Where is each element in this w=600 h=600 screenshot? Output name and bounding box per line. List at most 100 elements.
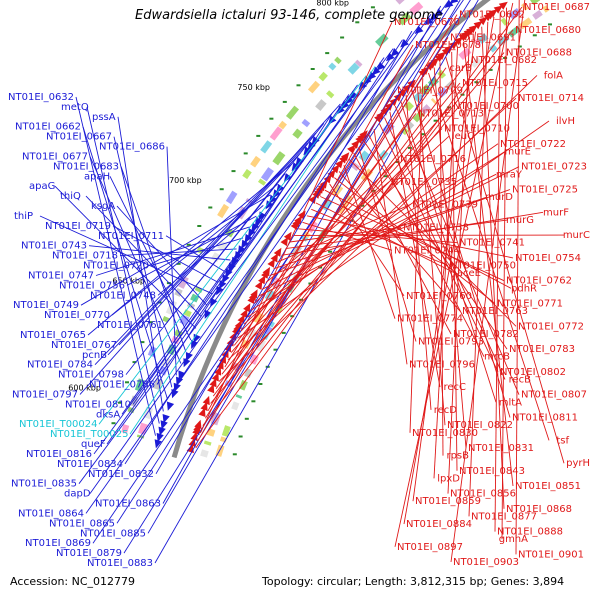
gene-label[interactable]: lpxD bbox=[437, 473, 460, 484]
gene-label[interactable]: murG bbox=[506, 215, 534, 226]
gene-label[interactable]: NT01EI_0680 bbox=[515, 25, 581, 36]
gene-label[interactable]: tsf bbox=[556, 435, 569, 446]
gene-label[interactable]: pssA bbox=[92, 112, 116, 123]
gene-label[interactable]: NT01EI_0856 bbox=[450, 489, 516, 500]
gene-label[interactable]: NT01EI_0761 bbox=[97, 320, 163, 331]
gene-label[interactable]: apaG bbox=[29, 181, 55, 192]
gene-label[interactable]: NT01EI_0744 bbox=[394, 245, 460, 256]
gene-label[interactable]: mrcB bbox=[484, 352, 510, 363]
gene-label[interactable]: NT01EI_T00024 bbox=[19, 419, 98, 430]
gene-label[interactable]: NT01EI_0798 bbox=[58, 370, 124, 381]
gene-label[interactable]: recC bbox=[443, 382, 466, 393]
gene-label[interactable]: murC bbox=[563, 230, 590, 241]
gene-label[interactable]: NT01EI_0741 bbox=[459, 238, 525, 249]
gene-label[interactable]: NT01EI_0743 bbox=[21, 241, 87, 252]
gene-label[interactable]: thiP bbox=[14, 211, 33, 222]
gene-label[interactable]: NT01EI_0723 bbox=[521, 162, 587, 173]
gene-label[interactable]: mraY bbox=[496, 169, 523, 180]
gene-label[interactable]: NT01EI_0683 bbox=[53, 161, 119, 172]
gene-label[interactable]: NT01EI_0774 bbox=[397, 314, 463, 325]
gene-label[interactable]: NT01EI_0686 bbox=[99, 142, 165, 153]
gene-label[interactable]: NT01EI_0901 bbox=[518, 549, 584, 560]
gene-label[interactable]: murF bbox=[543, 207, 569, 218]
gene-label[interactable]: NT01EI_0797 bbox=[12, 389, 78, 400]
gene-label[interactable]: NT01EI_0748 bbox=[90, 290, 156, 301]
gene-label[interactable]: NT01EI_0670 bbox=[394, 17, 460, 28]
gene-label[interactable]: NT01EI_0632 bbox=[8, 92, 74, 103]
gene-label[interactable]: NT01EI_0816 bbox=[26, 449, 92, 460]
gene-label[interactable]: NT01EI_0711 bbox=[98, 231, 164, 242]
gene-label[interactable]: NT01EI_0678 bbox=[415, 40, 481, 51]
gene-label[interactable]: mltA bbox=[499, 397, 522, 408]
gene-label[interactable]: NT01EI_0865 bbox=[49, 518, 115, 529]
gene-label[interactable]: pdhR bbox=[511, 283, 537, 294]
gene-label[interactable]: NT01EI_0796 bbox=[409, 359, 475, 370]
gene-label[interactable]: NT01EI_0877 bbox=[471, 511, 537, 522]
gene-label[interactable]: NT01EI_0793 bbox=[418, 337, 484, 348]
gene-label[interactable]: NT01EI_0767 bbox=[51, 340, 117, 351]
gene-label[interactable]: metQ bbox=[61, 102, 89, 113]
gene-label[interactable]: NT01EI_0835 bbox=[11, 479, 77, 490]
gene-label[interactable]: NT01EI_0782 bbox=[453, 329, 519, 340]
gene-label[interactable]: gmhA bbox=[499, 534, 528, 545]
gene-label[interactable]: NT01EI_0747 bbox=[28, 271, 94, 282]
gene-label[interactable]: NT01EI_0851 bbox=[515, 481, 581, 492]
gene-label[interactable]: NT01EI_0864 bbox=[18, 508, 84, 519]
gene-label[interactable]: NT01EI_0716 bbox=[400, 154, 466, 165]
gene-label[interactable]: NT01EI_0735 bbox=[391, 177, 457, 188]
gene-label[interactable]: NT01EI_0859 bbox=[415, 496, 481, 507]
gene-label[interactable]: NT01EI_0756 bbox=[59, 280, 125, 291]
gene-label[interactable]: NT01EI_0763 bbox=[462, 306, 528, 317]
gene-label[interactable]: NT01EI_0760 bbox=[406, 291, 472, 302]
gene-label[interactable]: carB bbox=[449, 63, 472, 74]
gene-label[interactable]: NT01EI_0765 bbox=[20, 330, 86, 341]
gene-label[interactable]: NT01EI_0762 bbox=[506, 276, 572, 287]
gene-label[interactable]: NT01EI_0822 bbox=[447, 420, 513, 431]
gene-label[interactable]: queF bbox=[81, 439, 106, 450]
gene-label[interactable]: NT01EI_0692 bbox=[459, 10, 525, 21]
gene-label[interactable]: NT01EI_0810 bbox=[65, 399, 131, 410]
gene-label[interactable]: NT01EI_0691 bbox=[450, 32, 516, 43]
gene-label[interactable]: NT01EI_0771 bbox=[497, 299, 563, 310]
gene-label[interactable]: dapD bbox=[64, 489, 91, 500]
gene-label[interactable]: NT01EI_0783 bbox=[509, 344, 575, 355]
gene-label[interactable]: NT01EI_0667 bbox=[46, 132, 112, 143]
gene-label[interactable]: pyrH bbox=[566, 458, 590, 469]
gene-label[interactable]: NT01EI_T00025 bbox=[50, 429, 129, 440]
gene-label[interactable]: NT01EI_0831 bbox=[468, 443, 534, 454]
gene-label[interactable]: NT01EI_0879 bbox=[56, 548, 122, 559]
gene-label[interactable]: NT01EI_0897 bbox=[397, 542, 463, 553]
gene-label[interactable]: NT01EI_0739 bbox=[412, 200, 478, 211]
gene-label[interactable]: NT01EI_0832 bbox=[88, 469, 154, 480]
gene-label[interactable]: aceE bbox=[457, 268, 481, 279]
gene-label[interactable]: thiQ bbox=[60, 191, 81, 202]
gene-label[interactable]: NT01EI_0713 bbox=[418, 108, 484, 119]
gene-label[interactable]: NT01EI_0834 bbox=[57, 459, 123, 470]
gene-label[interactable]: NT01EI_0718 bbox=[52, 251, 118, 262]
gene-label[interactable]: recD bbox=[434, 405, 458, 416]
gene-label[interactable]: NT01EI_0772 bbox=[518, 321, 584, 332]
gene-label[interactable]: rpsB bbox=[446, 451, 469, 462]
gene-label[interactable]: NT01EI_0749 bbox=[13, 300, 79, 311]
gene-label[interactable]: folA bbox=[544, 70, 563, 81]
gene-label[interactable]: NT01EI_0869 bbox=[25, 538, 91, 549]
gene-label[interactable]: NT01EI_0885 bbox=[80, 528, 146, 539]
gene-label[interactable]: NT01EI_0725 bbox=[512, 185, 578, 196]
gene-label[interactable]: NT01EI_0709 bbox=[397, 86, 463, 97]
gene-label[interactable]: NT01EI_0868 bbox=[506, 504, 572, 515]
gene-label[interactable]: leuO bbox=[452, 131, 475, 142]
gene-label[interactable]: apaH bbox=[84, 171, 110, 182]
gene-label[interactable]: NT01EI_0714 bbox=[518, 93, 584, 104]
gene-label[interactable]: NT01EI_0677 bbox=[22, 152, 88, 163]
gene-label[interactable]: NT01EI_0884 bbox=[406, 519, 472, 530]
gene-label[interactable]: NT01EI_0722 bbox=[500, 139, 566, 150]
gene-label[interactable]: dksA bbox=[96, 409, 120, 420]
gene-label[interactable]: murE bbox=[504, 147, 531, 158]
gene-label[interactable]: NT01EI_0682 bbox=[471, 55, 537, 66]
gene-label[interactable]: NT01EI_0719 bbox=[45, 221, 111, 232]
gene-label[interactable]: ksgA bbox=[91, 201, 115, 212]
gene-label[interactable]: NT01EI_0687 bbox=[524, 2, 590, 13]
gene-label[interactable]: NT01EI_0830 bbox=[412, 428, 478, 439]
gene-label[interactable]: NT01EI_0786 bbox=[89, 380, 155, 391]
gene-label[interactable]: NT01EI_0720 bbox=[83, 261, 149, 272]
